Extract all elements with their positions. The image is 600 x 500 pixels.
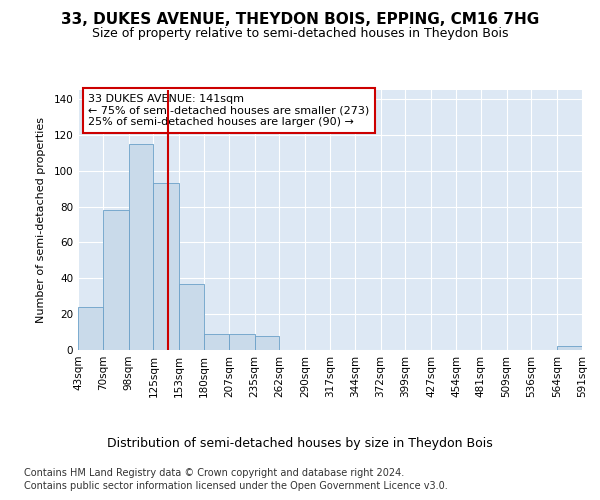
Text: Contains public sector information licensed under the Open Government Licence v3: Contains public sector information licen… (24, 481, 448, 491)
Text: Size of property relative to semi-detached houses in Theydon Bois: Size of property relative to semi-detach… (92, 28, 508, 40)
Y-axis label: Number of semi-detached properties: Number of semi-detached properties (37, 117, 46, 323)
Bar (204, 334, 229, 350)
Text: Distribution of semi-detached houses by size in Theydon Bois: Distribution of semi-detached houses by … (107, 438, 493, 450)
Text: 33 DUKES AVENUE: 141sqm
← 75% of semi-detached houses are smaller (273)
25% of s: 33 DUKES AVENUE: 141sqm ← 75% of semi-de… (88, 94, 370, 127)
Bar (128, 144, 154, 350)
Text: 33, DUKES AVENUE, THEYDON BOIS, EPPING, CM16 7HG: 33, DUKES AVENUE, THEYDON BOIS, EPPING, … (61, 12, 539, 28)
Bar (229, 334, 254, 350)
Bar (78, 307, 103, 350)
Bar (254, 336, 280, 350)
Text: Contains HM Land Registry data © Crown copyright and database right 2024.: Contains HM Land Registry data © Crown c… (24, 468, 404, 477)
Bar (557, 346, 582, 350)
Bar (103, 210, 128, 350)
Bar (179, 284, 204, 350)
Bar (154, 183, 179, 350)
